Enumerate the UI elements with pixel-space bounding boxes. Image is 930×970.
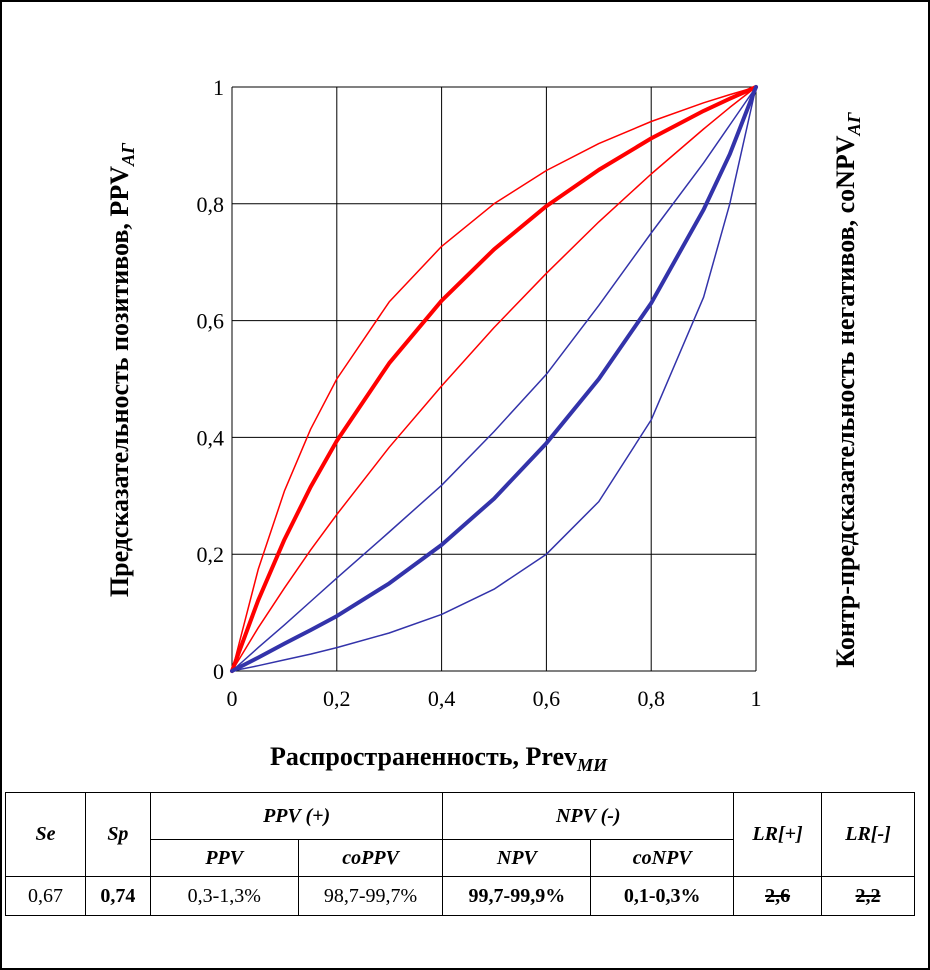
cell-ppv: 0,3-1,3% <box>149 876 299 916</box>
cell-npv: 99,7-99,9% <box>442 876 592 916</box>
cell-sp: 0,74 <box>84 876 151 916</box>
header-ppv-group: PPV (+) <box>149 792 444 840</box>
y-axis-left-label: Предсказательность позитивов, PPVАГ <box>104 142 139 598</box>
x-tick-label: 0,6 <box>533 686 561 711</box>
series-line-1 <box>231 86 757 672</box>
cell-lr-pos: 2,6 <box>733 876 823 916</box>
cell-se: 0,67 <box>5 876 86 916</box>
y-tick-label: 0,2 <box>197 542 225 567</box>
series-line-6 <box>231 86 757 672</box>
header-se: Se <box>5 792 86 877</box>
header-lr-pos: LR[+] <box>733 792 823 877</box>
y-tick-label: 0,8 <box>197 192 225 217</box>
table-row: 0,67 0,74 0,3-1,3% 98,7-99,7% 99,7-99,9%… <box>5 876 915 916</box>
header-lr-neg: LR[-] <box>821 792 915 877</box>
header-ppv: PPV <box>149 839 299 877</box>
metrics-table: Se Sp PPV (+) NPV (-) LR[+] LR[-] PPV co… <box>5 792 915 916</box>
series-line-2 <box>230 85 758 673</box>
x-tick-label: 1 <box>751 686 762 711</box>
series-lines <box>230 85 758 673</box>
y-tick-label: 0 <box>213 659 224 684</box>
left-edge-mark <box>0 928 2 966</box>
y-axis-right-label: Контр-предсказательность негативов, coNP… <box>830 112 865 668</box>
cell-conpv: 0,1-0,3% <box>590 876 735 916</box>
cell-coppv: 98,7-99,7% <box>297 876 444 916</box>
header-sp: Sp <box>84 792 151 877</box>
series-line-3 <box>231 86 757 672</box>
series-line-5 <box>230 85 758 673</box>
x-tick-label: 0,4 <box>428 686 456 711</box>
x-tick-label: 0,2 <box>323 686 351 711</box>
chart: 0 0,2 0,4 0,6 0,8 1 0 0,2 0,4 0,6 0,8 1 <box>197 75 762 711</box>
header-coppv: coPPV <box>297 839 444 877</box>
x-axis-label: Распространенность, PrevМИ <box>270 742 608 776</box>
header-npv-group: NPV (-) <box>442 792 735 840</box>
x-tick-label: 0,8 <box>637 686 665 711</box>
tick-labels: 0 0,2 0,4 0,6 0,8 1 0 0,2 0,4 0,6 0,8 1 <box>197 75 762 711</box>
x-tick-label: 0 <box>227 686 238 711</box>
y-tick-label: 0,6 <box>197 309 225 334</box>
header-conpv: coNPV <box>590 839 735 877</box>
y-tick-label: 0,4 <box>197 425 225 450</box>
y-tick-label: 1 <box>213 75 224 100</box>
header-npv: NPV <box>442 839 592 877</box>
series-line-4 <box>231 86 757 672</box>
grid <box>231 86 757 672</box>
cell-lr-neg: 2,2 <box>821 876 915 916</box>
